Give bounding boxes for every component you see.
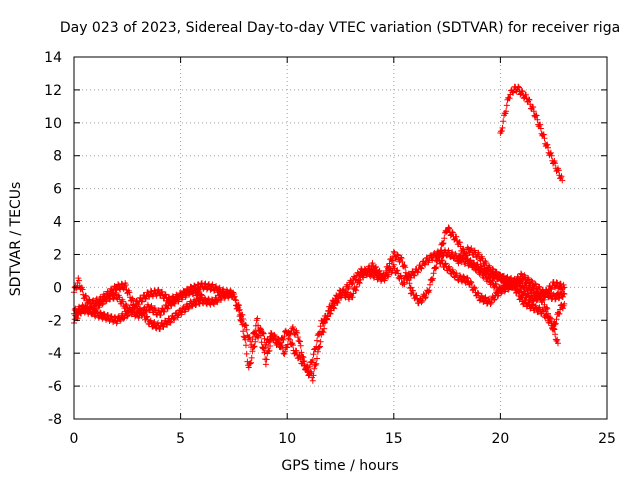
- series-track-j: [497, 83, 566, 184]
- y-tick-label: -8: [48, 412, 62, 428]
- plot-frame: [73, 56, 608, 420]
- x-tick-label: 5: [176, 431, 185, 447]
- series-track-e: [233, 248, 414, 384]
- series-track-i: [454, 244, 561, 347]
- series-markers: [454, 244, 561, 347]
- ticks-layer: 0 5 10 15 20 25 -8 -6 -4 -2 0 2 4 6 8 10 12 14: [44, 50, 616, 447]
- x-axis-title: GPS time / hours: [281, 458, 398, 474]
- y-tick-label: 2: [53, 247, 62, 263]
- data-layer: [71, 83, 568, 384]
- y-tick-label: 4: [53, 215, 62, 231]
- y-tick-label: 14: [44, 50, 62, 66]
- y-tick-label: 0: [53, 280, 62, 296]
- y-tick-label: 6: [53, 182, 62, 198]
- series-markers: [497, 83, 566, 184]
- y-tick-label: -2: [48, 313, 62, 329]
- x-tick-label: 20: [491, 431, 509, 447]
- y-tick-label: -4: [48, 346, 62, 362]
- y-tick-label: -6: [48, 379, 62, 395]
- x-tick-label: 25: [598, 431, 616, 447]
- x-tick-label: 15: [385, 431, 403, 447]
- chart-title: Day 023 of 2023, Sidereal Day-to-day VTE…: [60, 20, 620, 36]
- grid-layer: [74, 57, 607, 419]
- series-markers: [233, 248, 414, 384]
- y-axis-title: SDTVAR / TECUs: [8, 182, 24, 297]
- y-tick-label: 8: [53, 149, 62, 165]
- y-tick-label: 10: [44, 116, 62, 132]
- x-tick-label: 0: [70, 431, 79, 447]
- y-tick-label: 12: [44, 83, 62, 99]
- x-tick-label: 10: [278, 431, 296, 447]
